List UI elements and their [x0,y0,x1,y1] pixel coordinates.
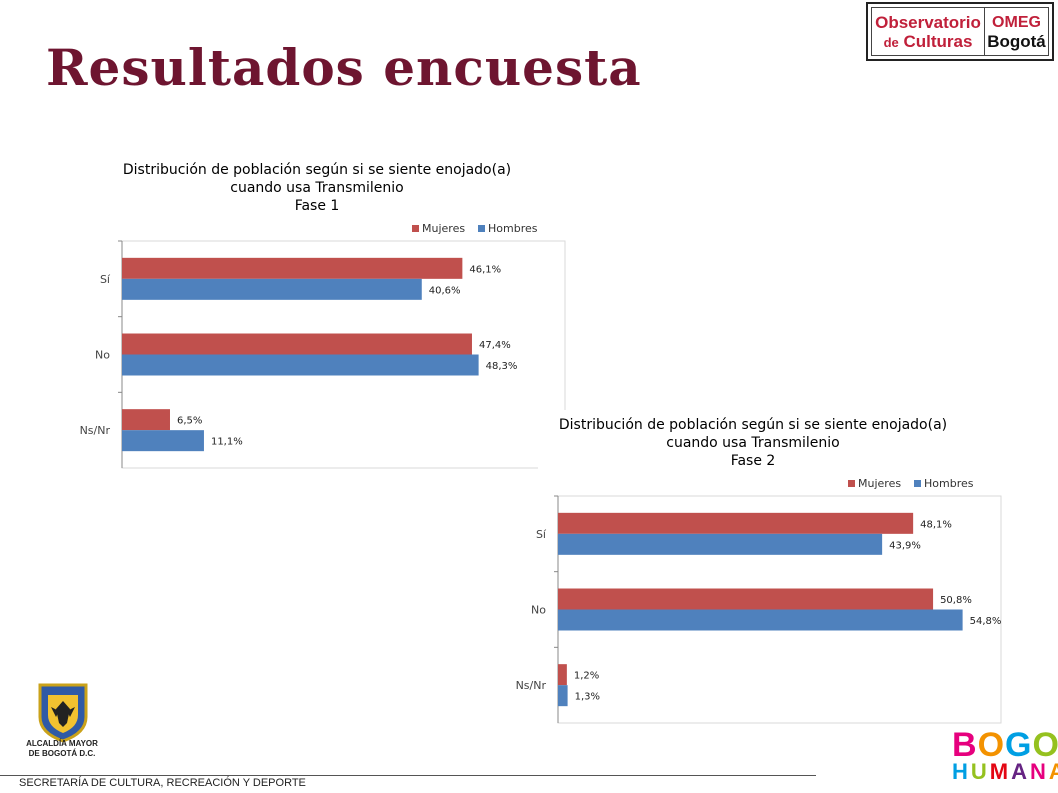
slide-title: Resultados encuesta [46,38,642,97]
data-label: 43,9% [889,540,921,551]
legend-label-mujeres: Mujeres [422,222,465,235]
bar-mujeres [122,257,463,279]
data-label: 1,2% [574,671,599,682]
bogota-humana-letter: H [952,759,971,784]
bogota-humana-letter: A [1011,759,1030,784]
chart-fase-2: Distribución de población según si se si… [498,413,1008,725]
bogota-humana-line-2: HUMANA [952,760,1058,784]
logo-text-observatorio: Observatorio [875,13,981,32]
bar-hombres [122,430,204,452]
category-label: Ns/Nr [516,679,547,692]
data-label: 50,8% [940,595,972,606]
bar-hombres [122,354,479,376]
data-label: 47,4% [479,340,511,351]
legend-swatch-hombres [914,480,921,487]
chart-title: Distribución de población según si se si… [498,416,1008,470]
bogota-humana-letter: G [1005,726,1033,764]
legend-swatch-mujeres [848,480,855,487]
category-label: Sí [100,273,111,286]
logo-text-culturas: Culturas [903,32,973,51]
alcaldia-label-line-2: DE BOGOTÁ D.C. [28,749,96,758]
footer-divider [0,775,816,776]
bogota-humana-letter: M [989,759,1012,784]
legend-swatch-hombres [478,225,485,232]
category-label: Ns/Nr [80,424,111,437]
observatorio-culturas-logo: Observatorio de Culturas OMEG Bogotá [866,2,1054,61]
logo-text-bogota: Bogotá [987,32,1046,51]
bar-mujeres [122,409,170,431]
bogota-humana-letter: O [977,726,1006,764]
chart-plot-fase-2: Mujeres Hombres Sí 48,1% 43,9% No 50,8% 54,8% Ns… [516,477,1002,724]
data-label: 48,1% [920,519,952,530]
bogota-humana-letter: O [1032,726,1058,764]
bogota-humana-letter: N [1030,759,1049,784]
legend-label-hombres: Hombres [924,477,974,490]
bar-hombres [558,685,568,707]
bogota-humana-line-1: BOGOTÁ [952,728,1058,762]
data-label: 54,8% [970,616,1002,627]
data-label: 11,1% [211,437,243,448]
logo-text-omeg: OMEG [992,14,1041,31]
chart-title-line-2: cuando usa Transmilenio [230,180,404,196]
data-label: 1,3% [575,692,600,703]
bar-hombres [122,278,422,300]
bogota-humana-letter: A [1049,759,1058,784]
category-label: Sí [536,528,547,541]
footer-text: SECRETARÍA DE CULTURA, RECREACIÓN Y DEPO… [19,777,306,789]
data-label: 6,5% [177,416,202,427]
bar-mujeres [558,664,567,686]
category-label: No [95,349,110,362]
bogota-humana-letter: U [970,759,990,784]
bogota-humana-logo: BOGOTÁ HUMANA [952,728,1058,784]
chart-title-line-3: Fase 2 [730,453,776,469]
alcaldia-label: ALCALDÍA MAYOR DE BOGOTÁ D.C. [10,739,114,759]
legend-label-hombres: Hombres [488,222,538,235]
chart-plot-fase-1: Mujeres Hombres Sí 46,1% 40,6% No 47,4% 48,3% Ns… [80,222,566,469]
chart-title-line-1: Distribución de población según si se si… [558,417,948,433]
chart-2-backdrop [538,410,998,728]
chart-title: Distribución de población según si se si… [62,161,572,215]
data-label: 40,6% [429,285,461,296]
bar-mujeres [122,333,472,355]
data-label: 46,1% [469,264,501,275]
bar-hombres [558,609,963,631]
logo-text-de: de [883,35,899,50]
chart-title-line-1: Distribución de población según si se si… [122,162,512,178]
category-label: No [531,604,546,617]
chart-title-line-2: cuando usa Transmilenio [666,435,840,451]
legend-swatch-mujeres [412,225,419,232]
bar-mujeres [558,512,914,534]
alcaldia-label-line-1: ALCALDÍA MAYOR [26,739,98,748]
chart-title-line-3: Fase 1 [294,198,340,214]
bogota-humana-letter: B [952,726,978,764]
legend-label-mujeres: Mujeres [858,477,901,490]
data-label: 48,3% [486,361,518,372]
chart-fase-1: Distribución de población según si se si… [62,158,572,470]
bar-mujeres [558,588,934,610]
alcaldia-crest-icon [38,683,88,743]
bar-hombres [558,533,883,555]
